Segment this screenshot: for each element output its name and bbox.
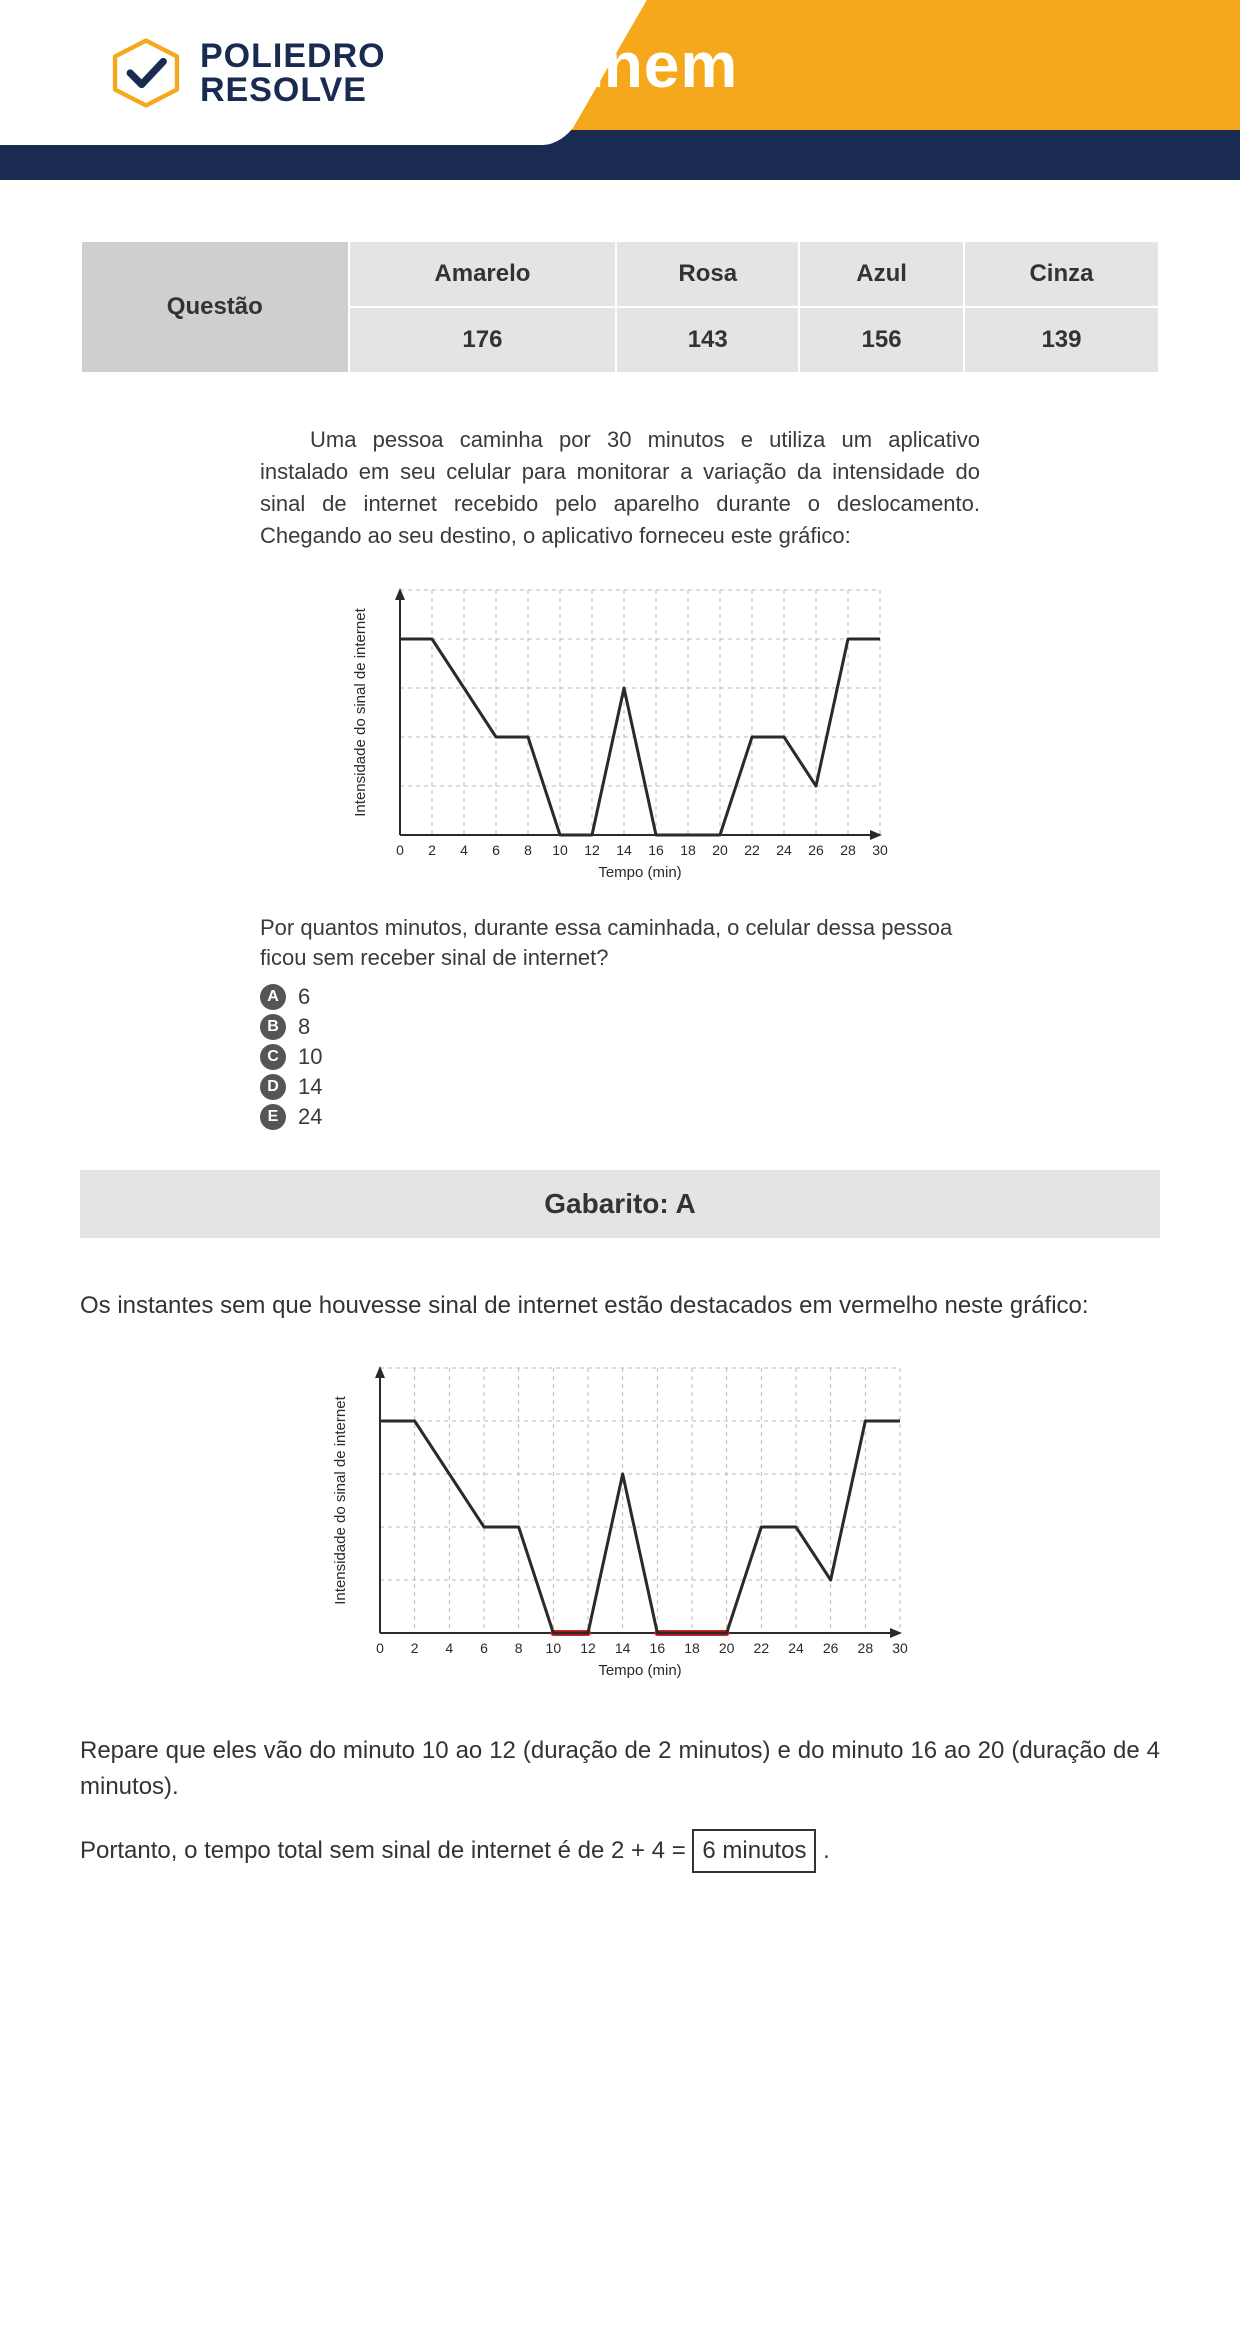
- svg-text:4: 4: [445, 1640, 453, 1656]
- table-val-amarelo: 176: [349, 307, 617, 373]
- svg-text:22: 22: [744, 842, 760, 858]
- svg-text:30: 30: [892, 1640, 908, 1656]
- page-header: Enem POLIEDRO RESOLVE: [0, 0, 1240, 180]
- brand-text: POLIEDRO RESOLVE: [200, 39, 386, 107]
- svg-text:14: 14: [615, 1640, 631, 1656]
- explanation-intro: Os instantes sem que houvesse sinal de i…: [80, 1288, 1160, 1324]
- signal-chart-svg: 024681012141618202224262830Tempo (min)In…: [340, 570, 900, 890]
- explanation-final: Portanto, o tempo total sem sinal de int…: [80, 1829, 1160, 1873]
- svg-text:24: 24: [776, 842, 792, 858]
- svg-text:26: 26: [808, 842, 824, 858]
- alt-letter-a: A: [260, 984, 286, 1010]
- svg-text:14: 14: [616, 842, 632, 858]
- alt-letter-b: B: [260, 1014, 286, 1040]
- svg-text:2: 2: [411, 1640, 419, 1656]
- table-val-cinza: 139: [964, 307, 1159, 373]
- alt-b: B8: [260, 1014, 980, 1040]
- question-text: Uma pessoa caminha por 30 minutos e util…: [260, 424, 980, 552]
- svg-text:26: 26: [823, 1640, 839, 1656]
- svg-text:28: 28: [840, 842, 856, 858]
- svg-text:6: 6: [480, 1640, 488, 1656]
- explanation-chart-svg: 024681012141618202224262830Tempo (min)In…: [320, 1348, 920, 1688]
- answer-banner: Gabarito: A: [80, 1170, 1160, 1238]
- table-col-amarelo: Amarelo: [349, 241, 617, 307]
- alt-c: C 10: [260, 1044, 980, 1070]
- answer-letter: A: [675, 1188, 695, 1219]
- svg-text:Tempo (min): Tempo (min): [598, 1662, 681, 1679]
- table-col-azul: Azul: [799, 241, 964, 307]
- question-number-table: Questão Amarelo Rosa Azul Cinza 176 143 …: [80, 240, 1160, 374]
- final-suffix: .: [816, 1837, 829, 1864]
- alt-value-b: 8: [298, 1014, 310, 1040]
- svg-text:0: 0: [396, 842, 404, 858]
- answer-prefix: Gabarito:: [544, 1188, 675, 1219]
- svg-text:28: 28: [858, 1640, 874, 1656]
- svg-text:18: 18: [680, 842, 696, 858]
- alt-d: D 14: [260, 1074, 980, 1100]
- svg-text:30: 30: [872, 842, 888, 858]
- alt-value-c: 10: [298, 1044, 322, 1070]
- table-col-rosa: Rosa: [616, 241, 799, 307]
- svg-text:24: 24: [788, 1640, 804, 1656]
- final-math: 2 + 4 =: [611, 1837, 692, 1864]
- alt-letter-c: C: [260, 1044, 286, 1070]
- final-boxed: 6 minutos: [692, 1829, 816, 1873]
- alternatives-list: A6 B8 C 10 D 14 E 24: [260, 984, 980, 1130]
- brand-hex-icon: [110, 37, 182, 109]
- alt-value-d: 14: [298, 1074, 322, 1100]
- svg-text:0: 0: [376, 1640, 384, 1656]
- svg-text:Intensidade do sinal de intern: Intensidade do sinal de internet: [332, 1396, 349, 1605]
- svg-text:Tempo (min): Tempo (min): [598, 864, 681, 881]
- svg-text:8: 8: [515, 1640, 523, 1656]
- svg-text:4: 4: [460, 842, 468, 858]
- svg-text:10: 10: [552, 842, 568, 858]
- svg-text:20: 20: [712, 842, 728, 858]
- svg-text:20: 20: [719, 1640, 735, 1656]
- explanation-para2: Repare que eles vão do minuto 10 ao 12 (…: [80, 1733, 1160, 1805]
- alt-letter-d: D: [260, 1074, 286, 1100]
- svg-text:6: 6: [492, 842, 500, 858]
- svg-text:10: 10: [546, 1640, 562, 1656]
- svg-text:12: 12: [580, 1640, 596, 1656]
- alt-a: A6: [260, 984, 980, 1010]
- question-block: Uma pessoa caminha por 30 minutos e util…: [260, 424, 980, 1130]
- svg-text:Intensidade do sinal de intern: Intensidade do sinal de internet: [352, 607, 369, 816]
- table-val-azul: 156: [799, 307, 964, 373]
- svg-text:16: 16: [650, 1640, 666, 1656]
- explanation-chart: 024681012141618202224262830Tempo (min)In…: [320, 1348, 920, 1693]
- svg-text:12: 12: [584, 842, 600, 858]
- question-chart: 024681012141618202224262830Tempo (min)In…: [340, 570, 900, 895]
- svg-text:18: 18: [684, 1640, 700, 1656]
- brand-line1: POLIEDRO: [200, 39, 386, 73]
- alt-value-e: 24: [298, 1104, 322, 1130]
- brand-logo-area: POLIEDRO RESOLVE: [0, 0, 560, 145]
- table-rowheader: Questão: [81, 241, 349, 373]
- table-val-rosa: 143: [616, 307, 799, 373]
- svg-text:16: 16: [648, 842, 664, 858]
- alt-letter-e: E: [260, 1104, 286, 1130]
- alt-value-a: 6: [298, 984, 310, 1010]
- svg-text:22: 22: [754, 1640, 770, 1656]
- brand-line2: RESOLVE: [200, 73, 386, 107]
- page-content: Questão Amarelo Rosa Azul Cinza 176 143 …: [0, 180, 1240, 2329]
- final-prefix: Portanto, o tempo total sem sinal de int…: [80, 1837, 611, 1864]
- table-col-cinza: Cinza: [964, 241, 1159, 307]
- svg-text:8: 8: [524, 842, 532, 858]
- svg-text:2: 2: [428, 842, 436, 858]
- question-prompt: Por quantos minutos, durante essa caminh…: [260, 913, 980, 975]
- alt-e: E 24: [260, 1104, 980, 1130]
